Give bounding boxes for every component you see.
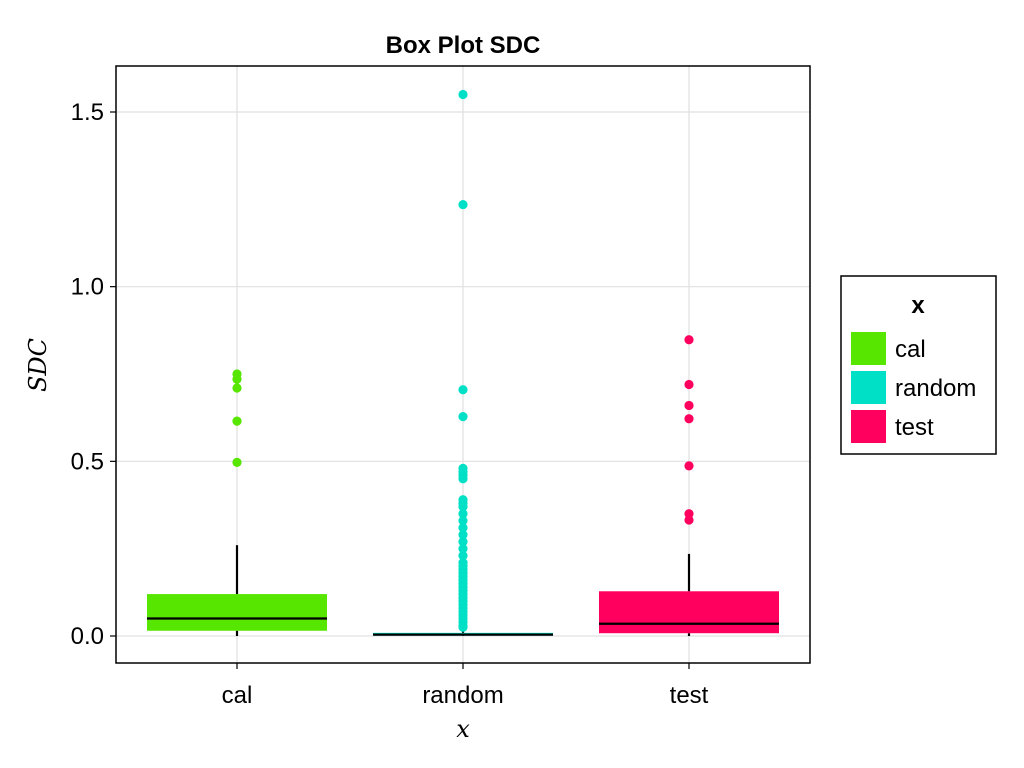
outlier-point xyxy=(684,515,694,525)
outlier-point xyxy=(458,523,468,533)
outlier-point xyxy=(458,622,468,632)
legend-label: cal xyxy=(895,336,926,363)
x-axis-label: x xyxy=(456,715,470,743)
legend-label: test xyxy=(895,414,934,441)
y-axis-label: SDC xyxy=(24,338,52,392)
chart-title: Box Plot SDC xyxy=(386,32,541,59)
outlier-point xyxy=(684,461,694,471)
outlier-point xyxy=(458,516,468,526)
outlier-point xyxy=(684,335,694,345)
outlier-point xyxy=(458,89,468,100)
y-tick-label: 1.0 xyxy=(71,274,104,301)
outlier-point xyxy=(458,537,468,547)
y-axis-ticks: 0.0 0.5 1.0 1.5 xyxy=(71,99,116,650)
legend-swatch xyxy=(851,332,886,365)
x-tick-label: cal xyxy=(222,682,253,709)
grid-lines xyxy=(116,66,810,663)
y-tick-label: 0.5 xyxy=(71,448,104,475)
outlier-point xyxy=(458,530,468,540)
outlier-point xyxy=(232,416,242,426)
box-random xyxy=(373,89,553,636)
box-cal xyxy=(147,369,327,636)
box-test xyxy=(599,335,779,636)
outlier-point xyxy=(684,400,694,411)
box-plots xyxy=(147,89,779,636)
outlier-point xyxy=(684,379,694,390)
y-tick-label: 1.5 xyxy=(71,99,104,126)
outlier-point xyxy=(458,199,468,210)
outlier-point xyxy=(458,551,468,561)
outlier-point xyxy=(684,509,694,519)
legend-item-test: test xyxy=(851,410,934,443)
y-tick-label: 0.0 xyxy=(71,623,104,650)
outlier-point xyxy=(232,374,242,384)
box-iqr xyxy=(147,594,327,631)
legend: x cal random test xyxy=(840,275,997,455)
box-iqr xyxy=(599,591,779,634)
legend-swatch xyxy=(851,410,886,443)
outlier-point xyxy=(458,385,468,395)
x-axis-ticks: cal random test xyxy=(222,663,709,709)
outlier-point xyxy=(458,509,468,519)
outlier-point xyxy=(458,502,468,512)
x-tick-label: test xyxy=(670,682,709,709)
outlier-point xyxy=(232,457,242,467)
legend-items: cal random test xyxy=(851,332,976,443)
outlier-point xyxy=(458,412,468,422)
legend-label: random xyxy=(895,375,976,402)
outlier-point xyxy=(684,414,694,424)
legend-title: x xyxy=(911,292,925,319)
outlier-point xyxy=(458,544,468,554)
outlier-point xyxy=(458,474,468,484)
x-tick-label: random xyxy=(422,682,503,709)
outlier-point xyxy=(232,383,242,393)
legend-item-random: random xyxy=(851,371,976,404)
legend-swatch xyxy=(851,371,886,404)
legend-item-cal: cal xyxy=(851,332,926,365)
